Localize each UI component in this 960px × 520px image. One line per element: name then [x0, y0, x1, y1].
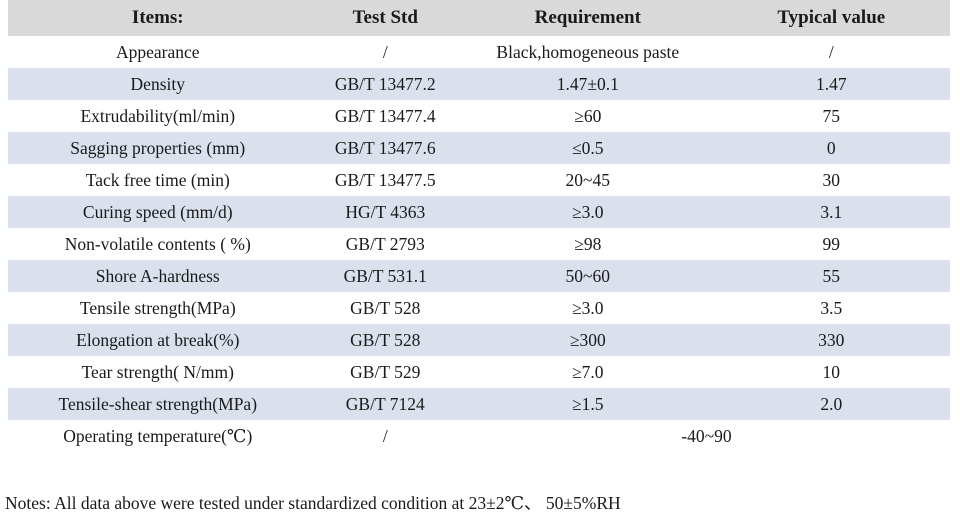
cell-requirement: ≥3.0	[462, 196, 713, 228]
cell-typical-value: 1.47	[712, 68, 950, 100]
cell-test-std: /	[382, 425, 388, 446]
table-row: Tensile strength(MPa) GB/T 528 ≥3.0 3.5	[8, 292, 950, 324]
cell-requirement: Black,homogeneous paste	[496, 41, 680, 62]
cell-test-std: GB/T 528	[350, 297, 421, 318]
col-header-typical-value: Typical value	[712, 0, 950, 36]
cell-item: Tear strength( N/mm)	[81, 361, 234, 382]
cell-item: Appearance	[115, 41, 200, 62]
table-row: Extrudability(ml/min) GB/T 13477.4 ≥60 7…	[8, 100, 950, 132]
cell-test-std: GB/T 13477.6	[307, 132, 463, 164]
table-row: Operating temperature(℃) / -40~90	[8, 420, 950, 452]
cell-requirement: 1.47±0.1	[462, 68, 713, 100]
cell-test-std: GB/T 13477.2	[307, 68, 463, 100]
col-header-items: Items:	[8, 0, 308, 36]
cell-typical-value: 3.1	[712, 196, 950, 228]
cell-test-std: /	[382, 41, 388, 62]
cell-typical-value: 75	[822, 105, 841, 126]
header-row: Items: Test Std Requirement Typical valu…	[8, 0, 950, 36]
cell-requirement: 20~45	[565, 169, 611, 190]
cell-typical-value: 2.0	[712, 388, 950, 420]
cell-item: Extrudability(ml/min)	[80, 105, 236, 126]
cell-test-std: GB/T 7124	[307, 388, 463, 420]
table-row: Shore A-hardness GB/T 531.1 50~60 55	[8, 260, 950, 292]
cell-test-std: GB/T 13477.5	[334, 169, 436, 190]
cell-typical-value: 55	[712, 260, 950, 292]
cell-item: Operating temperature(℃)	[63, 425, 253, 446]
table-row: Tack free time (min) GB/T 13477.5 20~45 …	[8, 164, 950, 196]
cell-typical-value: /	[828, 41, 834, 62]
table-row: Non-volatile contents ( %) GB/T 2793 ≥98…	[8, 228, 950, 260]
cell-requirement: ≥300	[462, 324, 713, 356]
cell-requirement-merged: -40~90	[681, 425, 732, 446]
notes-text: Notes: All data above were tested under …	[5, 493, 621, 513]
cell-requirement: ≥3.0	[572, 297, 604, 318]
col-header-requirement: Requirement	[462, 0, 713, 36]
table-row: Curing speed (mm/d) HG/T 4363 ≥3.0 3.1	[8, 196, 950, 228]
cell-item: Non-volatile contents ( %)	[64, 233, 251, 254]
cell-requirement: 50~60	[462, 260, 713, 292]
table-row: Appearance / Black,homogeneous paste /	[8, 36, 950, 68]
table-row: Elongation at break(%) GB/T 528 ≥300 330	[8, 324, 950, 356]
cell-typical-value: 30	[822, 169, 841, 190]
cell-item: Tack free time (min)	[85, 169, 230, 190]
cell-typical-value: 10	[822, 361, 841, 382]
cell-test-std: HG/T 4363	[307, 196, 463, 228]
cell-item: Density	[8, 68, 308, 100]
cell-test-std: GB/T 531.1	[307, 260, 463, 292]
cell-item: Elongation at break(%)	[8, 324, 308, 356]
cell-item: Shore A-hardness	[8, 260, 308, 292]
cell-typical-value: 99	[822, 233, 841, 254]
spec-table: Items: Test Std Requirement Typical valu…	[8, 0, 950, 452]
cell-test-std: GB/T 529	[350, 361, 421, 382]
table-row: Sagging properties (mm) GB/T 13477.6 ≤0.…	[8, 132, 950, 164]
cell-item: Curing speed (mm/d)	[8, 196, 308, 228]
col-header-test-std: Test Std	[307, 0, 463, 36]
cell-item: Sagging properties (mm)	[8, 132, 308, 164]
cell-test-std: GB/T 528	[307, 324, 463, 356]
cell-typical-value: 3.5	[820, 297, 843, 318]
table-row: Density GB/T 13477.2 1.47±0.1 1.47	[8, 68, 950, 100]
cell-test-std: GB/T 13477.4	[334, 105, 436, 126]
cell-test-std: GB/T 2793	[345, 233, 425, 254]
cell-requirement: ≥60	[574, 105, 602, 126]
table-row: Tensile-shear strength(MPa) GB/T 7124 ≥1…	[8, 388, 950, 420]
cell-typical-value: 330	[712, 324, 950, 356]
cell-requirement: ≥1.5	[462, 388, 713, 420]
cell-requirement: ≥7.0	[572, 361, 604, 382]
table-row: Tear strength( N/mm) GB/T 529 ≥7.0 10	[8, 356, 950, 388]
cell-requirement: ≥98	[574, 233, 602, 254]
cell-typical-value: 0	[712, 132, 950, 164]
cell-requirement: ≤0.5	[462, 132, 713, 164]
cell-item: Tensile-shear strength(MPa)	[8, 388, 308, 420]
cell-item: Tensile strength(MPa)	[79, 297, 236, 318]
